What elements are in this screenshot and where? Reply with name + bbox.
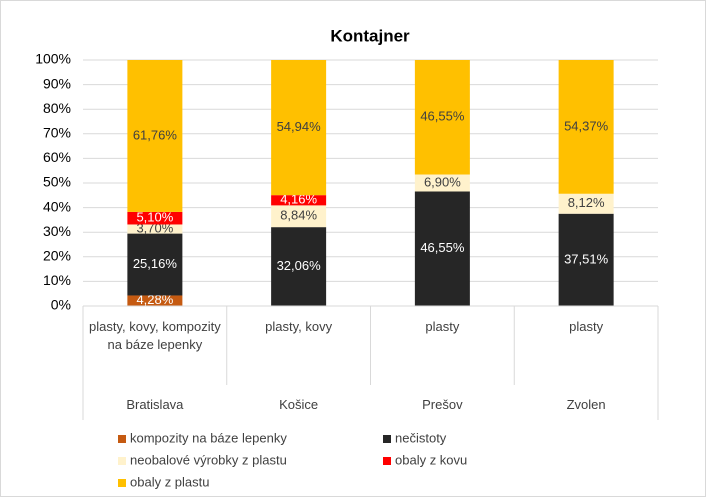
y-tick-label: 100% xyxy=(35,51,71,67)
bar-segment xyxy=(271,205,327,228)
y-tick-label: 0% xyxy=(51,297,71,313)
legend-label: neobalové výrobky z plastu xyxy=(130,452,287,467)
bar-segment xyxy=(127,60,183,212)
bar-segment xyxy=(414,174,470,192)
bar-segment xyxy=(558,193,614,214)
bar-segment xyxy=(558,60,614,194)
category-label: Zvolen xyxy=(566,397,606,412)
y-tick-label: 40% xyxy=(43,198,71,214)
bar-segment xyxy=(558,213,614,306)
legend-swatch xyxy=(383,435,391,443)
value-label: 54,94% xyxy=(277,119,322,134)
bar-segment xyxy=(127,233,183,296)
bar-segment xyxy=(127,295,183,306)
subcategory-label: plasty, kovy xyxy=(265,319,333,334)
value-label: 5,10% xyxy=(136,210,173,225)
subcategory-label: plasty xyxy=(569,319,604,334)
value-label: 4,28% xyxy=(136,292,173,307)
category-label: Prešov xyxy=(422,397,463,412)
bar-segment xyxy=(271,195,327,206)
legend-swatch xyxy=(383,457,391,465)
y-tick-label: 80% xyxy=(43,100,71,116)
legend-swatch xyxy=(118,457,126,465)
chart-title: Kontajner xyxy=(330,26,410,45)
y-tick-label: 10% xyxy=(43,272,71,288)
subcategory-label: plasty xyxy=(425,319,460,334)
legend-label: kompozity na báze lepenky xyxy=(130,430,287,445)
y-tick-label: 60% xyxy=(43,149,71,165)
bar-segment xyxy=(414,60,470,175)
bar-segment xyxy=(127,211,183,225)
bar-segment xyxy=(414,191,470,306)
bar-segment xyxy=(127,224,183,234)
y-tick-label: 90% xyxy=(43,75,71,91)
value-label: 61,76% xyxy=(133,127,178,142)
legend-label: obaly z kovu xyxy=(395,452,467,467)
y-tick-label: 30% xyxy=(43,223,71,239)
category-label: Bratislava xyxy=(126,397,184,412)
y-tick-label: 50% xyxy=(43,174,71,190)
value-label: 54,37% xyxy=(564,118,609,133)
subcategory-label: plasty, kovy, kompozity na báze lepenky xyxy=(89,319,221,352)
value-label: 37,51% xyxy=(564,251,609,266)
legend-swatch xyxy=(118,479,126,487)
value-label: 25,16% xyxy=(133,256,178,271)
y-tick-label: 70% xyxy=(43,125,71,141)
legend-label: nečistoty xyxy=(395,430,447,445)
value-label: 32,06% xyxy=(277,258,322,273)
value-label: 8,84% xyxy=(280,208,317,223)
legend-label: obaly z plastu xyxy=(130,474,210,489)
bar-segment xyxy=(271,60,327,196)
legend-swatch xyxy=(118,435,126,443)
value-label: 8,12% xyxy=(568,195,605,210)
value-label: 46,55% xyxy=(420,109,465,124)
value-label: 6,90% xyxy=(424,174,461,189)
value-label: 46,55% xyxy=(420,240,465,255)
category-label: Košice xyxy=(279,397,319,412)
y-tick-label: 20% xyxy=(43,248,71,264)
bar-segment xyxy=(271,227,327,306)
value-label: 4,16% xyxy=(280,192,317,207)
